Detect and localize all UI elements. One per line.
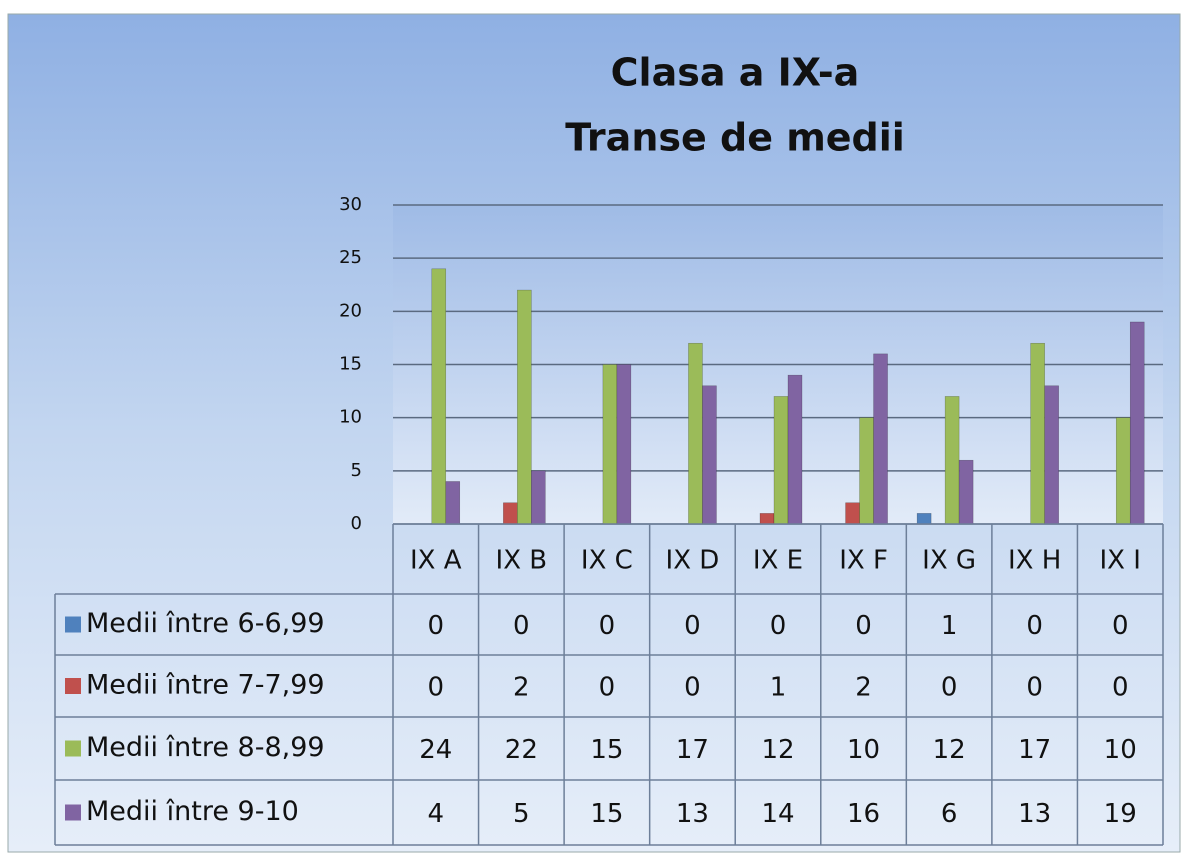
- bar: [873, 353, 888, 525]
- x-tick-label: IX E: [753, 546, 803, 576]
- table-value: 12: [933, 735, 966, 765]
- table-value: 0: [1026, 611, 1043, 641]
- table-value: 0: [855, 611, 872, 641]
- legend-label: Medii între 9-10: [86, 796, 299, 827]
- table-value: 2: [855, 673, 872, 703]
- table-value: 12: [761, 735, 794, 765]
- x-tick-label: IX A: [410, 546, 462, 576]
- table-value: 0: [1026, 673, 1043, 703]
- legend-key: [65, 804, 81, 821]
- y-tick-label: 10: [339, 407, 362, 428]
- table-value: 15: [590, 735, 623, 765]
- y-tick-label: 25: [339, 247, 362, 268]
- table-value: 0: [1112, 611, 1129, 641]
- table-value: 2: [513, 673, 530, 703]
- table-value: 1: [770, 673, 787, 703]
- table-value: 1: [941, 611, 958, 641]
- table-value: 16: [847, 799, 880, 829]
- bar: [1129, 321, 1145, 525]
- bar: [944, 396, 960, 525]
- legend-key: [65, 616, 81, 633]
- x-tick-label: IX C: [581, 546, 633, 576]
- table-value: 6: [941, 799, 958, 829]
- y-tick-label: 0: [351, 513, 362, 534]
- x-tick-label: IX I: [1100, 546, 1141, 576]
- x-tick-label: IX F: [839, 546, 888, 576]
- legend-key: [65, 740, 81, 757]
- bar: [958, 459, 974, 525]
- bar: [759, 513, 775, 525]
- table-value: 0: [770, 611, 787, 641]
- table-value: 19: [1104, 799, 1137, 829]
- bar: [688, 342, 703, 525]
- table-value: 0: [684, 611, 701, 641]
- bar: [602, 364, 618, 525]
- legend-label: Medii între 8-8,99: [86, 732, 325, 763]
- bar: [1044, 385, 1059, 525]
- legend-label: Medii între 7-7,99: [86, 670, 325, 701]
- bar: [445, 481, 461, 525]
- table-value: 24: [419, 735, 452, 765]
- table-value: 0: [513, 611, 530, 641]
- bar: [503, 502, 518, 525]
- y-tick-label: 30: [339, 194, 362, 215]
- table-value: 0: [428, 611, 445, 641]
- bar: [531, 470, 546, 525]
- bar: [916, 513, 932, 525]
- table-value: 0: [428, 673, 445, 703]
- x-tick-label: IX B: [496, 546, 548, 576]
- table-value: 0: [1112, 673, 1129, 703]
- legend-key: [65, 678, 81, 694]
- bar: [1115, 417, 1131, 525]
- bar: [702, 385, 717, 525]
- x-tick-label: IX G: [922, 546, 976, 576]
- bar: [773, 396, 789, 525]
- chart-subtitle: Transe de medii: [565, 116, 905, 160]
- table-value: 22: [505, 735, 538, 765]
- bar: [787, 374, 803, 525]
- chart-title: Clasa a IX-a: [611, 51, 860, 95]
- table-value: 0: [599, 673, 616, 703]
- bar: [859, 417, 874, 525]
- x-tick-label: IX D: [666, 546, 720, 576]
- x-tick-label: IX H: [1008, 546, 1061, 576]
- bar: [616, 364, 632, 525]
- table-value: 17: [676, 735, 709, 765]
- table-value: 4: [428, 799, 445, 829]
- table-value: 0: [941, 673, 958, 703]
- bar: [845, 502, 860, 525]
- table-value: 17: [1018, 735, 1051, 765]
- table-value: 5: [513, 799, 530, 829]
- bar: [517, 289, 532, 525]
- table-value: 14: [761, 799, 794, 829]
- table-value: 10: [1104, 735, 1137, 765]
- bar: [431, 268, 447, 525]
- y-tick-label: 15: [339, 354, 362, 375]
- bar: [1030, 342, 1045, 525]
- y-tick-label: 20: [339, 300, 362, 321]
- table-value: 13: [1018, 799, 1051, 829]
- legend-label: Medii între 6-6,99: [86, 608, 325, 639]
- table-value: 10: [847, 735, 880, 765]
- table-value: 13: [676, 799, 709, 829]
- y-tick-label: 5: [351, 460, 362, 481]
- table-value: 0: [684, 673, 701, 703]
- table-value: 15: [590, 799, 623, 829]
- table-value: 0: [599, 611, 616, 641]
